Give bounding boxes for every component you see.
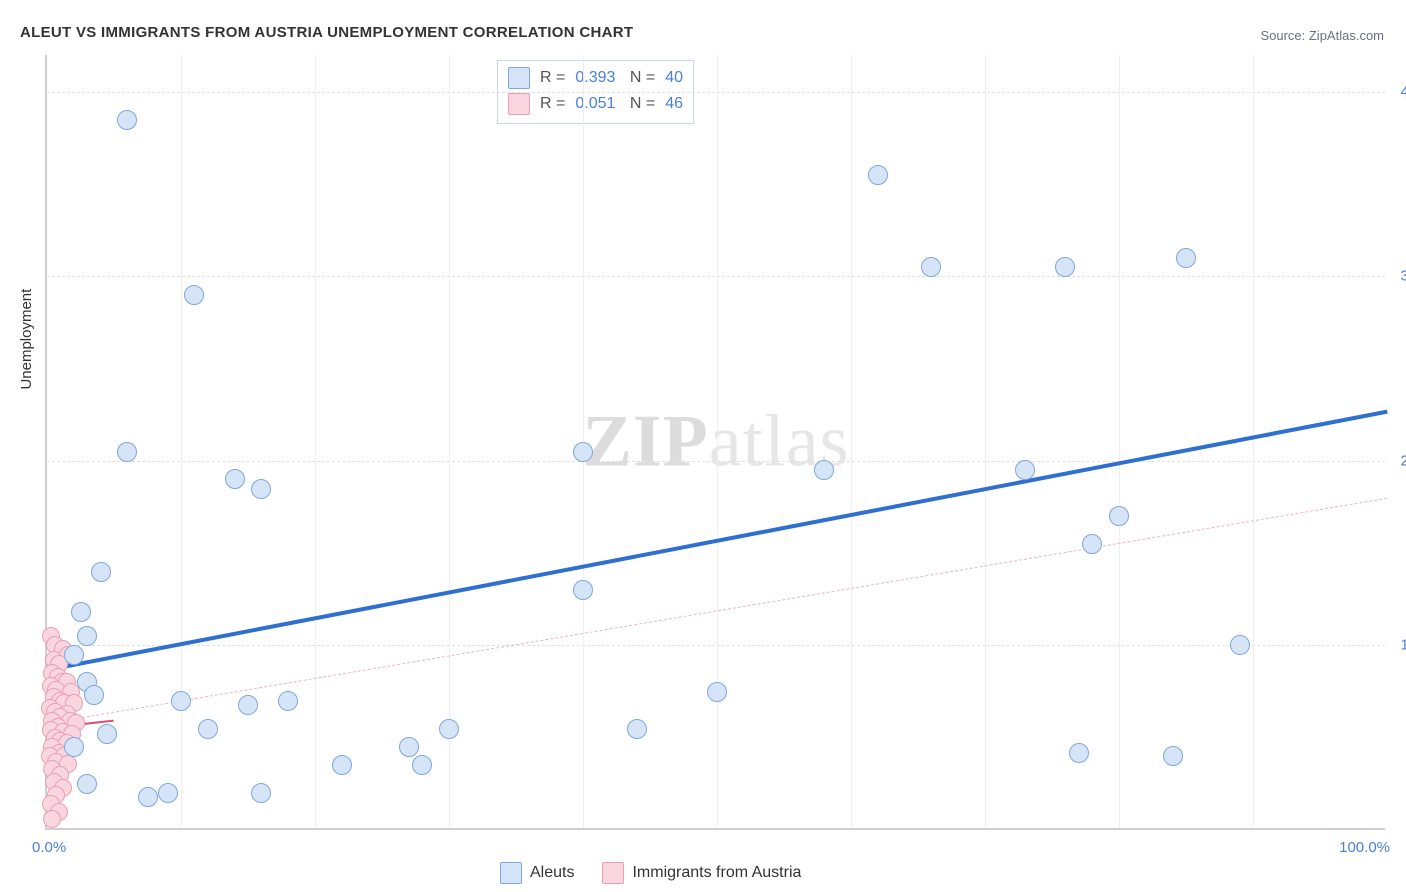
gridline-v bbox=[449, 55, 450, 828]
scatter-point-blue bbox=[1109, 506, 1129, 526]
gridline-v bbox=[181, 55, 182, 828]
scatter-point-blue bbox=[814, 460, 834, 480]
scatter-point-blue bbox=[117, 110, 137, 130]
scatter-point-blue bbox=[1230, 635, 1250, 655]
scatter-point-blue bbox=[399, 737, 419, 757]
legend-item-austria: Immigrants from Austria bbox=[602, 862, 801, 884]
scatter-point-blue bbox=[198, 719, 218, 739]
scatter-point-blue bbox=[251, 783, 271, 803]
gridline-h bbox=[47, 276, 1385, 277]
scatter-point-blue bbox=[1069, 743, 1089, 763]
y-tick-label: 10.0% bbox=[1391, 637, 1406, 654]
scatter-point-blue bbox=[77, 774, 97, 794]
scatter-point-blue bbox=[1163, 746, 1183, 766]
scatter-point-blue bbox=[184, 285, 204, 305]
scatter-point-blue bbox=[91, 562, 111, 582]
x-tick-max: 100.0% bbox=[1339, 839, 1390, 856]
gridline-h bbox=[47, 645, 1385, 646]
scatter-plot-area: ZIPatlas R =0.393 N =40 R =0.051 N =46 0… bbox=[45, 55, 1385, 830]
legend-swatch-aleuts bbox=[500, 862, 522, 884]
scatter-point-blue bbox=[412, 755, 432, 775]
gridline-v bbox=[851, 55, 852, 828]
legend-swatch-pink bbox=[508, 93, 530, 115]
legend-row-blue: R =0.393 N =40 bbox=[508, 65, 683, 91]
scatter-point-blue bbox=[117, 442, 137, 462]
gridline-v bbox=[1253, 55, 1254, 828]
series-legend: Aleuts Immigrants from Austria bbox=[500, 862, 801, 884]
source-attribution: Source: ZipAtlas.com bbox=[1260, 28, 1384, 43]
scatter-point-blue bbox=[332, 755, 352, 775]
scatter-point-blue bbox=[868, 165, 888, 185]
chart-title: ALEUT VS IMMIGRANTS FROM AUSTRIA UNEMPLO… bbox=[20, 24, 633, 41]
scatter-point-blue bbox=[573, 580, 593, 600]
scatter-point-blue bbox=[64, 737, 84, 757]
scatter-point-blue bbox=[627, 719, 647, 739]
y-tick-label: 40.0% bbox=[1391, 83, 1406, 100]
legend-label-aleuts: Aleuts bbox=[530, 864, 574, 882]
y-tick-label: 30.0% bbox=[1391, 268, 1406, 285]
scatter-point-blue bbox=[97, 724, 117, 744]
scatter-point-blue bbox=[1082, 534, 1102, 554]
scatter-point-blue bbox=[251, 479, 271, 499]
legend-label-austria: Immigrants from Austria bbox=[632, 864, 801, 882]
scatter-point-blue bbox=[138, 787, 158, 807]
gridline-v bbox=[717, 55, 718, 828]
scatter-point-blue bbox=[439, 719, 459, 739]
scatter-point-blue bbox=[64, 645, 84, 665]
legend-swatch-blue bbox=[508, 67, 530, 89]
gridline-v bbox=[315, 55, 316, 828]
gridline-v bbox=[1119, 55, 1120, 828]
scatter-point-blue bbox=[71, 602, 91, 622]
gridline-h bbox=[47, 92, 1385, 93]
scatter-point-blue bbox=[278, 691, 298, 711]
scatter-point-pink bbox=[43, 810, 61, 828]
scatter-point-blue bbox=[238, 695, 258, 715]
scatter-point-blue bbox=[1055, 257, 1075, 277]
scatter-point-blue bbox=[171, 691, 191, 711]
scatter-point-blue bbox=[573, 442, 593, 462]
watermark: ZIPatlas bbox=[583, 399, 850, 484]
scatter-point-blue bbox=[707, 682, 727, 702]
scatter-point-blue bbox=[77, 626, 97, 646]
y-axis-label: Unemployment bbox=[18, 289, 35, 390]
x-tick-min: 0.0% bbox=[32, 839, 66, 856]
scatter-point-blue bbox=[84, 685, 104, 705]
scatter-point-blue bbox=[225, 469, 245, 489]
scatter-point-blue bbox=[1015, 460, 1035, 480]
scatter-point-blue bbox=[158, 783, 178, 803]
scatter-point-blue bbox=[921, 257, 941, 277]
gridline-v bbox=[985, 55, 986, 828]
y-tick-label: 20.0% bbox=[1391, 452, 1406, 469]
gridline-h bbox=[47, 461, 1385, 462]
legend-item-aleuts: Aleuts bbox=[500, 862, 574, 884]
legend-swatch-austria bbox=[602, 862, 624, 884]
scatter-point-blue bbox=[1176, 248, 1196, 268]
legend-row-pink: R =0.051 N =46 bbox=[508, 91, 683, 117]
